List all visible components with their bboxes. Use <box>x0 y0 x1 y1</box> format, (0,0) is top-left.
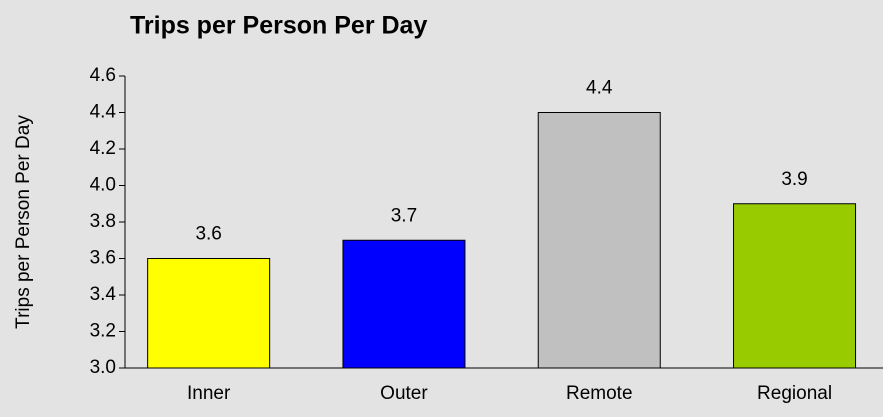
y-tick-label: 4.0 <box>90 175 116 196</box>
x-tick-label: Remote <box>566 383 633 404</box>
y-tick-label: 4.2 <box>90 138 116 159</box>
y-tick-label: 3.2 <box>90 321 116 342</box>
y-tick-label: 4.6 <box>90 65 116 86</box>
x-tick-label: Inner <box>187 383 231 404</box>
x-tick-label: Regional <box>757 383 832 404</box>
bar <box>733 203 857 369</box>
y-tick-label: 3.6 <box>90 248 116 269</box>
y-tick-label: 4.4 <box>90 102 117 123</box>
data-label: 3.6 <box>195 224 221 245</box>
data-label: 3.7 <box>391 205 417 226</box>
bar <box>537 112 661 369</box>
data-label: 3.9 <box>781 169 807 190</box>
y-tick-label: 3.8 <box>90 211 116 232</box>
data-label: 4.4 <box>586 78 613 99</box>
x-tick-label: Outer <box>380 383 428 404</box>
bar <box>147 258 271 369</box>
chart-title: Trips per Person Per Day <box>130 12 427 40</box>
y-axis-label: Trips per Person Per Day <box>13 115 34 329</box>
y-tick-label: 3.4 <box>90 284 117 305</box>
y-tick-label: 3.0 <box>90 357 116 378</box>
bar <box>342 239 466 369</box>
